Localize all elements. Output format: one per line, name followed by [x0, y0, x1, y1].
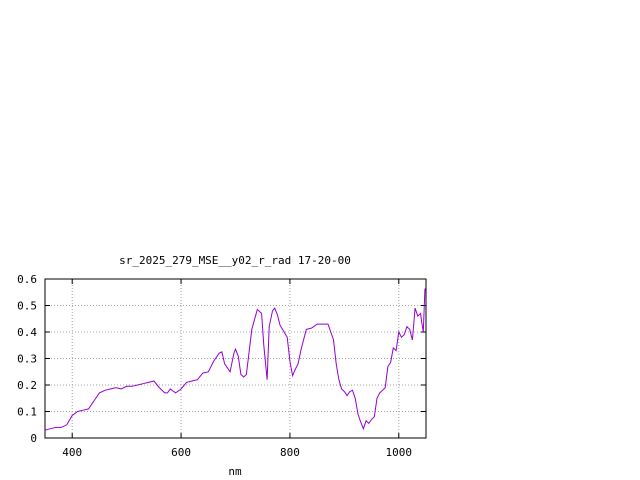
y-tick-label: 0: [30, 432, 37, 445]
axis-ticks: 400 600 800 1000 0 0.1 0.2 0.3 0.4 0.5 0.6: [17, 273, 426, 459]
series-layer: [44, 286, 427, 431]
y-tick-label: 0.1: [17, 406, 37, 419]
y-tick-label: 0.5: [17, 300, 37, 313]
y-tick-label: 0.2: [17, 379, 37, 392]
x-tick-label: 600: [171, 446, 191, 459]
y-tick-label: 0.3: [17, 353, 37, 366]
x-tick-label: 400: [62, 446, 82, 459]
y-tick-label: 0.4: [17, 326, 37, 339]
x-tick-label: 1000: [386, 446, 413, 459]
x-tick-label: 800: [280, 446, 300, 459]
y-tick-label: 0.6: [17, 273, 37, 286]
grid-lines: [45, 279, 426, 438]
x-axis-label: nm: [228, 465, 242, 478]
series-line: [44, 286, 427, 431]
chart-title: sr_2025_279_MSE__y02_r_rad 17-20-00: [119, 254, 351, 267]
